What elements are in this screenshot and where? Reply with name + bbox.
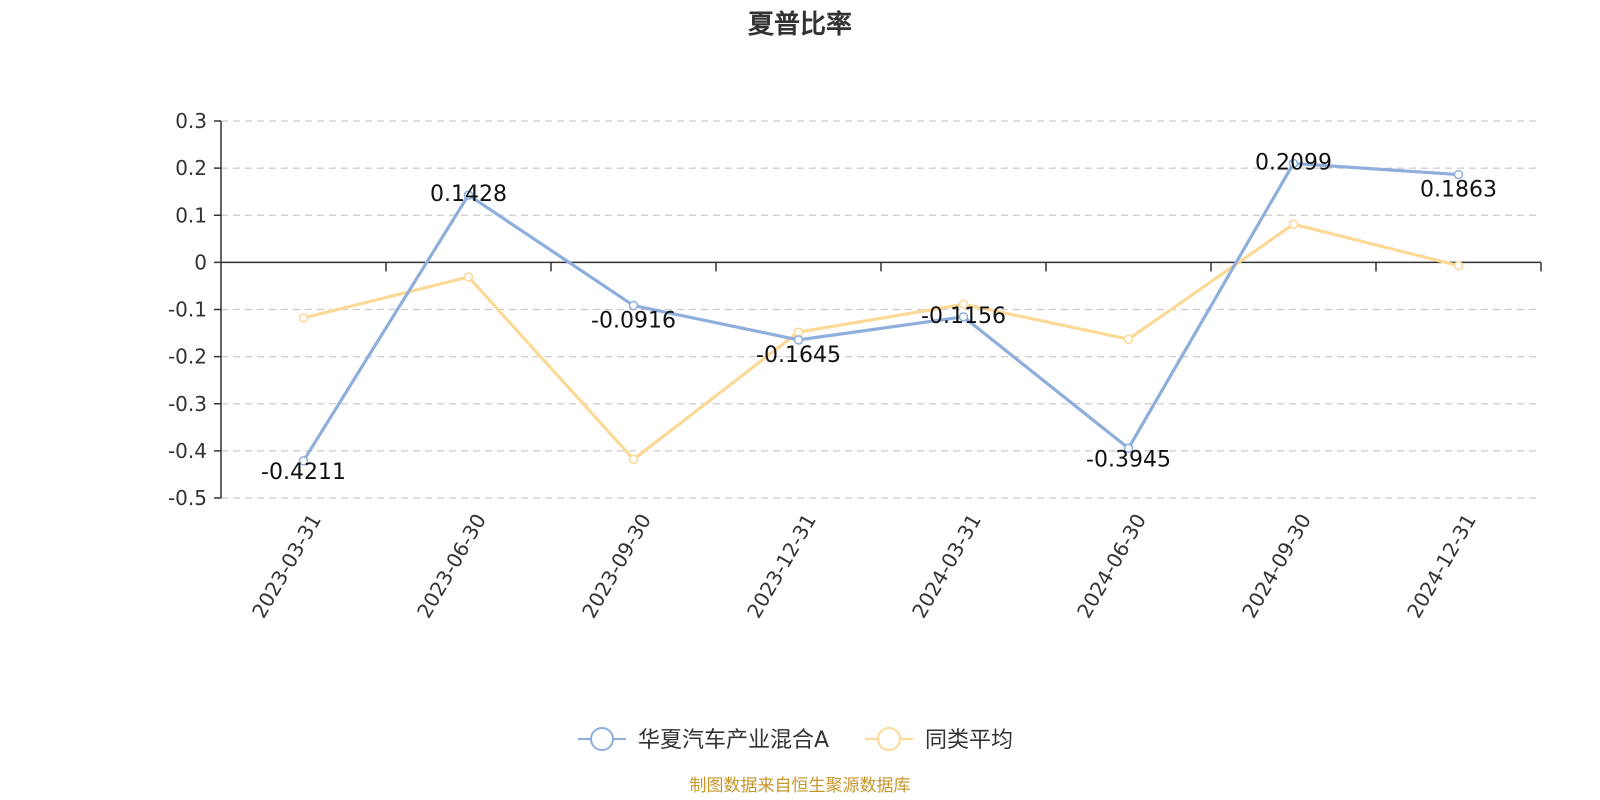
x-tick-label: 2024-03-31 xyxy=(907,510,986,623)
data-label: -0.1156 xyxy=(921,304,1006,329)
legend-item[interactable]: 华夏汽车产业混合A xyxy=(578,727,829,753)
series-lines xyxy=(302,161,1459,462)
data-point xyxy=(1453,260,1464,271)
data-point xyxy=(298,456,309,466)
data-label: -0.3945 xyxy=(1086,447,1171,472)
y-tick-label: -0.3 xyxy=(168,392,207,416)
data-label: 0.2099 xyxy=(1255,150,1332,175)
series-line xyxy=(303,222,1459,461)
data-label: -0.4211 xyxy=(261,460,346,485)
data-point xyxy=(1123,334,1134,344)
data-label: 0.1428 xyxy=(430,182,507,207)
x-tick-label: 2023-12-31 xyxy=(742,510,821,623)
data-point xyxy=(628,454,639,465)
data-point xyxy=(1288,158,1299,169)
axis-ticks: 0.3 0.2 0.1 0 -0.1 -0.2 -0.3 -0.4 -0.5 2023-03-31… xyxy=(168,109,1542,623)
data-point xyxy=(628,300,639,311)
x-tick-label: 2023-09-30 xyxy=(577,510,656,623)
legend[interactable]: 华夏汽车产业混合A 同类平均 xyxy=(578,727,1013,753)
series-line xyxy=(302,161,1459,462)
legend-marker xyxy=(877,727,901,751)
data-point xyxy=(958,299,969,310)
chart-title: 夏普比率 xyxy=(748,9,852,40)
y-tick-label: -0.1 xyxy=(168,298,207,322)
y-tick-label: 0.1 xyxy=(175,203,207,227)
data-label: 0.1863 xyxy=(1420,178,1497,203)
x-tick-label: 2024-06-30 xyxy=(1072,510,1151,623)
x-tick-label: 2023-06-30 xyxy=(412,510,491,623)
x-tick-label: 2024-09-30 xyxy=(1237,510,1316,623)
y-tick-label: 0 xyxy=(194,250,207,274)
data-point xyxy=(1288,219,1299,229)
data-point xyxy=(1123,443,1134,454)
data-point xyxy=(463,190,474,200)
data-label: -0.0916 xyxy=(591,309,676,334)
source-note: 制图数据来自恒生聚源数据库 xyxy=(690,776,911,796)
data-labels: -0.4211 0.1428 -0.0916 -0.1645 -0.1156 -0.394… xyxy=(261,150,1497,484)
data-point xyxy=(958,312,969,322)
y-tick-label: -0.2 xyxy=(168,345,207,369)
grid-lines xyxy=(221,120,1541,499)
legend-item[interactable]: 同类平均 xyxy=(865,727,1013,753)
y-tick-label: 0.2 xyxy=(175,156,207,180)
y-tick-label: -0.4 xyxy=(168,439,207,463)
y-tick-label: 0.3 xyxy=(175,109,207,133)
data-point xyxy=(793,335,804,345)
data-point xyxy=(793,327,804,337)
x-tick-label: 2023-03-31 xyxy=(247,510,326,623)
data-point xyxy=(1453,169,1464,180)
legend-label: 华夏汽车产业混合A xyxy=(638,728,829,753)
series-points xyxy=(298,158,1464,466)
y-tick-label: -0.5 xyxy=(168,486,207,510)
x-tick-label: 2024-12-31 xyxy=(1402,510,1481,623)
legend-marker xyxy=(590,727,614,751)
data-point xyxy=(298,313,309,323)
data-label: -0.1645 xyxy=(756,343,841,368)
legend-label: 同类平均 xyxy=(925,728,1013,753)
data-point xyxy=(463,272,474,282)
